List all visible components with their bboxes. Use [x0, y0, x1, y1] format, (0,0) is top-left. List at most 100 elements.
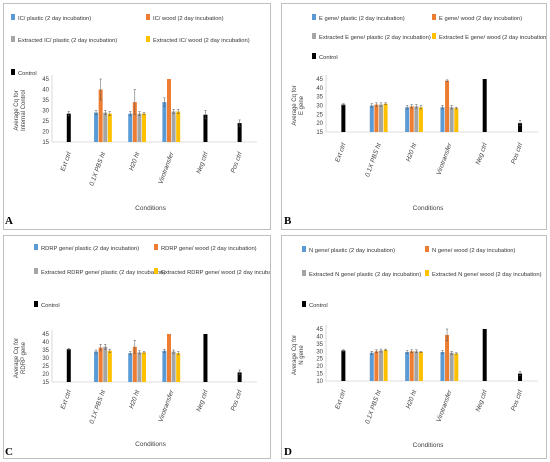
legend-swatch-d-1: [425, 246, 429, 252]
legend-swatch-a-4: [11, 69, 15, 75]
x-tick-label-a-1: 0.1X PBS ht: [88, 150, 107, 187]
y-tick-label-c-1: 20: [42, 372, 49, 378]
x-tick-label-a-5: Pos ctrl: [230, 151, 244, 174]
x-tick-label-d-4: Neg ctrl: [475, 389, 489, 413]
bar-a-s0-c1: [94, 112, 99, 142]
y-tick-label-d-2: 20: [316, 364, 323, 370]
chart-panel-d: N gene/ plastic (2 day incubation) N gene…: [281, 235, 547, 459]
bar-d-s4-c4: [482, 329, 487, 381]
x-tick-label-d-2: H20 ht: [405, 388, 419, 410]
x-axis-label-d: Conditions: [413, 442, 444, 449]
bar-b-s2-c2: [414, 106, 419, 132]
legend-swatch-c-3: [154, 268, 158, 274]
panel-letter-b: B: [284, 215, 292, 227]
legend-swatch-d-3: [425, 270, 429, 276]
bar-b-s0-c1: [369, 105, 374, 132]
legend-label-d-4: Control: [309, 303, 328, 309]
x-tick-label-d-3: Virotransfer: [436, 389, 454, 424]
bar-a-s1-c1: [98, 89, 103, 142]
y-axis-label-d-1: N gene: [299, 345, 305, 365]
chart-panel-b: E gene/ plastic (2 day incubation) E gene…: [281, 3, 547, 230]
bar-c-s0-c3: [162, 350, 167, 382]
legend-label-c-2: Extracted RDRP gene/ plastic (2 day incu…: [41, 270, 165, 276]
bar-d-s0-c2: [405, 352, 410, 381]
legend-swatch-d-0: [302, 246, 306, 252]
legend-label-c-0: RDRP gene/ plastic (2 day incubation): [41, 246, 139, 252]
y-tick-label-c-5: 40: [42, 340, 49, 346]
bar-d-s1-c3: [445, 334, 450, 381]
bar-d-s0-c1: [369, 352, 374, 381]
legend-swatch-d-4: [302, 301, 306, 307]
y-tick-label-c-6: 45: [42, 332, 49, 338]
x-axis-label-b: Conditions: [413, 205, 444, 212]
x-tick-label-a-0: Ext ctrl: [60, 151, 74, 173]
x-tick-label-b-5: Pos ctrl: [510, 142, 524, 165]
bar-c-s0-c1: [94, 351, 99, 382]
chart-a: IC/ plastic (2 day incubation) IC/ wood (…: [11, 14, 257, 212]
bar-c-s2-c2: [137, 352, 142, 382]
bar-c-s1-c1: [98, 347, 103, 382]
legend-label-d-1: N gene/ wood (2 day incubation): [432, 248, 516, 254]
legend-label-a-3: Extracted IC/ wood (2 day incubation): [153, 38, 250, 44]
y-tick-label-a-0: 15: [42, 140, 49, 146]
bar-c-s1-c3: [166, 334, 171, 382]
x-tick-label-c-4: Neg ctrl: [195, 389, 209, 413]
legend-swatch-a-1: [146, 14, 150, 20]
y-axis-label-b-0: Average Cq for: [292, 85, 298, 125]
y-tick-label-d-6: 40: [316, 334, 323, 340]
y-axis-label-c-0: Average Cq for: [14, 338, 20, 378]
bar-d-s2-c1: [379, 350, 383, 381]
x-tick-label-a-2: H20 ht: [128, 150, 142, 172]
y-tick-label-d-3: 25: [316, 357, 323, 363]
legend-swatch-a-2: [11, 36, 15, 42]
legend-label-b-0: E gene/ plastic (2 day incubation): [319, 16, 405, 22]
legend-swatch-c-4: [34, 301, 38, 307]
x-tick-label-c-2: H20 ht: [128, 388, 142, 410]
bar-c-s4-c4: [203, 334, 208, 382]
x-tick-label-d-5: Pos ctrl: [510, 389, 524, 412]
bar-b-s4-c5: [518, 123, 523, 132]
legend-swatch-b-2: [312, 33, 316, 39]
y-tick-label-d-4: 30: [316, 349, 323, 355]
y-tick-label-c-4: 35: [42, 348, 49, 354]
panel-letter-c: C: [5, 446, 13, 458]
legend-swatch-a-3: [146, 36, 150, 42]
legend-label-d-3: Extracted N gene/ wood (2 day incubation…: [432, 272, 542, 278]
y-axis-label-a-1: Internal Control: [21, 90, 27, 131]
panel-letter-a: A: [5, 215, 13, 227]
y-tick-label-b-6: 45: [316, 77, 323, 83]
bar-a-s4-c0: [66, 113, 71, 142]
y-tick-label-a-1: 20: [42, 130, 49, 136]
bar-c-s3-c2: [142, 352, 147, 382]
legend-swatch-d-2: [302, 270, 306, 276]
bar-c-s4-c0: [66, 349, 71, 382]
bar-b-s0-c2: [405, 107, 410, 132]
bar-b-s0-c3: [440, 107, 445, 132]
legend-swatch-b-0: [312, 14, 316, 20]
legend-label-b-1: E gene/ wood (2 day incubation): [439, 16, 522, 22]
chart-d: N gene/ plastic (2 day incubation) N gene…: [292, 246, 542, 449]
x-tick-label-b-0: Ext ctrl: [334, 142, 348, 164]
legend-label-a-0: IC/ plastic (2 day incubation): [18, 16, 91, 22]
chart-b: E gene/ plastic (2 day incubation) E gene…: [292, 14, 546, 212]
legend-swatch-c-0: [34, 244, 38, 250]
x-tick-label-a-4: Neg ctrl: [195, 151, 209, 175]
bar-d-s4-c5: [518, 373, 523, 381]
bar-b-s3-c1: [383, 103, 388, 132]
x-tick-label-b-2: H20 ht: [405, 141, 419, 163]
x-axis-label-a: Conditions: [135, 205, 166, 212]
legend-label-a-4: Control: [18, 71, 37, 77]
y-tick-label-b-4: 35: [316, 95, 323, 101]
x-tick-label-c-3: Virotransfer: [157, 389, 175, 424]
y-tick-label-d-0: 10: [316, 379, 323, 385]
bar-b-s1-c2: [409, 106, 414, 132]
legend-swatch-b-4: [312, 53, 316, 59]
legend-swatch-b-1: [432, 14, 436, 20]
bar-a-s3-c2: [142, 113, 147, 142]
legend-label-b-2: Extracted E gene/ plastic (2 day incubat…: [319, 35, 431, 41]
y-tick-label-d-7: 45: [316, 327, 323, 333]
legend-swatch-c-2: [34, 268, 38, 274]
bar-a-s4-c4: [203, 114, 208, 142]
bar-b-s3-c3: [454, 108, 459, 132]
bar-b-s3-c2: [418, 107, 423, 132]
